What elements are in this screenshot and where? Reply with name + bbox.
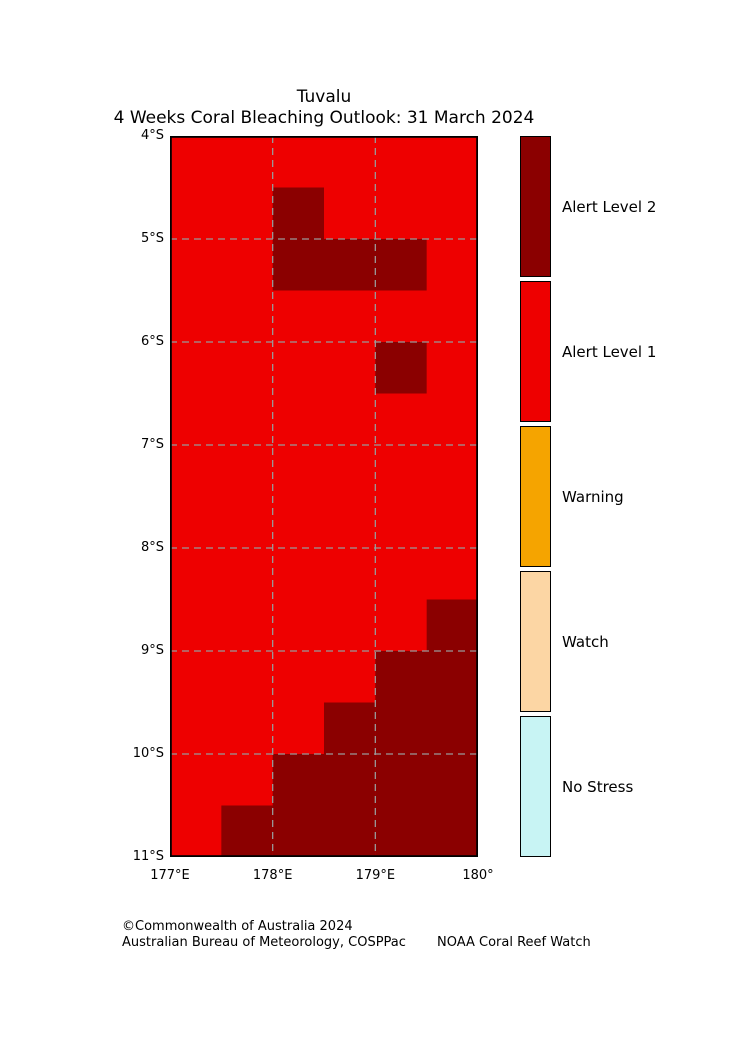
alert-level-2-patch xyxy=(324,702,376,857)
title-region: Tuvalu xyxy=(296,87,352,107)
footer-copyright: ©Commonwealth of Australia 2024 xyxy=(122,919,353,934)
outlook-map xyxy=(170,136,478,857)
map-border xyxy=(170,136,478,857)
y-axis-tick-label: 7°S xyxy=(140,437,164,452)
alert-level-2-patch xyxy=(272,754,324,857)
x-axis-tick-label: 178°E xyxy=(252,868,293,883)
legend-colorbar xyxy=(520,136,551,857)
y-axis-tick-label: 10°S xyxy=(132,746,164,761)
y-axis-tick-label: 9°S xyxy=(140,643,164,658)
legend-label-no-stress: No Stress xyxy=(562,777,634,796)
y-axis-tick-label: 5°S xyxy=(140,231,164,246)
y-axis-tick-label: 4°S xyxy=(140,128,164,143)
x-axis-tick-label: 180° xyxy=(462,868,494,883)
colorbar-segment-watch xyxy=(520,571,551,712)
legend-label-alert-level-1: Alert Level 1 xyxy=(562,342,657,361)
footer-credit: NOAA Coral Reef Watch xyxy=(437,935,591,950)
title-outlook: 4 Weeks Coral Bleaching Outlook: 31 Marc… xyxy=(113,108,535,128)
footer-organisation: Australian Bureau of Meteorology, COSPPa… xyxy=(122,935,406,950)
legend-label-watch: Watch xyxy=(562,632,609,651)
y-axis-tick-label: 6°S xyxy=(140,334,164,349)
alert-level-2-patch xyxy=(426,599,478,651)
colorbar-segment-warning xyxy=(520,426,551,567)
x-axis-tick-label: 179°E xyxy=(355,868,396,883)
y-axis-tick-label: 11°S xyxy=(132,849,164,864)
legend-label-warning: Warning xyxy=(562,487,624,506)
colorbar-segment-alert-level-1 xyxy=(520,281,551,422)
colorbar-segment-alert-level-2 xyxy=(520,136,551,277)
legend-label-alert-level-2: Alert Level 2 xyxy=(562,197,657,216)
alert-level-2-patch xyxy=(272,239,427,291)
alert-level-2-patch xyxy=(272,187,324,239)
y-axis-tick-label: 8°S xyxy=(140,540,164,555)
colorbar-segment-no-stress xyxy=(520,716,551,857)
chart-title-block: Tuvalu 4 Weeks Coral Bleaching Outlook: … xyxy=(24,87,624,129)
alert-level-2-patch xyxy=(221,805,273,857)
alert-level-2-patch xyxy=(375,342,427,394)
x-axis-tick-label: 177°E xyxy=(150,868,190,883)
